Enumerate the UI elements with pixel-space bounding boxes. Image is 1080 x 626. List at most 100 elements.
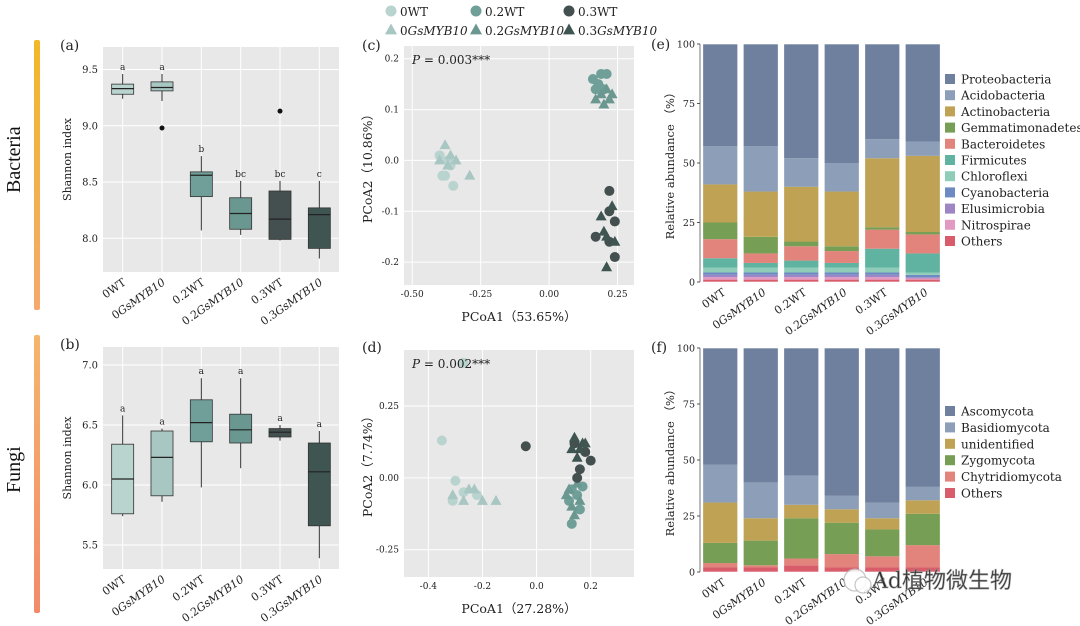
panel-label: (c) xyxy=(362,38,381,54)
stack-segment-Gemmatimonadetes xyxy=(783,241,819,247)
stack-segment-Others xyxy=(783,279,819,282)
panel-label: (a) xyxy=(60,38,79,54)
stack-segment-Others xyxy=(702,279,738,282)
stack-segment-Nitrospirae xyxy=(905,278,941,280)
stack-segment-Bacteroidetes xyxy=(864,229,900,249)
panel-b-shannon-fungi: (b)5.56.06.57.0a0WTa0GsMYB10a0.2WTa0.2Gs… xyxy=(60,337,339,625)
bar-outline xyxy=(783,43,819,283)
legend-swatch xyxy=(945,138,955,149)
data-point-0.3WT xyxy=(609,252,620,263)
plot-area xyxy=(404,350,634,577)
stack-segment-Ascomycota xyxy=(864,348,900,503)
data-point-0GsMYB10 xyxy=(463,483,475,494)
data-point-0.2GsMYB10 xyxy=(598,98,610,109)
significance-letter: bc xyxy=(235,170,246,180)
legend-label: Chloroflexi xyxy=(961,170,1028,184)
data-point-0.2GsMYB10 xyxy=(601,83,613,94)
stack-segment-Bacteroidetes xyxy=(905,234,941,254)
data-point-0GsMYB10 xyxy=(442,159,454,170)
bar-outline xyxy=(864,43,900,283)
bar-outline xyxy=(702,347,738,573)
box xyxy=(307,442,331,527)
data-point-0.3GsMYB10 xyxy=(579,437,591,448)
stack-segment-Elusimicrobia xyxy=(743,274,779,278)
data-point-0GsMYB10 xyxy=(445,149,457,160)
y-tick-label: 100 xyxy=(677,40,695,51)
legend-label: Nitrospirae xyxy=(961,218,1031,232)
legend-marker-2 xyxy=(563,5,575,17)
x-tick-label: 0.2 xyxy=(584,582,598,592)
bar-outline xyxy=(905,43,941,283)
stack-segment-Actinobacteria xyxy=(783,186,819,242)
bar-outline xyxy=(824,347,860,573)
data-point-0GsMYB10 xyxy=(476,494,488,505)
stack-segment-Basidiomycota xyxy=(783,475,819,505)
legend-label: Gemmatimonadetes xyxy=(961,121,1080,135)
y-tick-label: 75 xyxy=(683,400,695,411)
y-tick-label: 6.5 xyxy=(82,421,98,432)
box xyxy=(307,207,331,249)
data-point-0.2WT xyxy=(574,504,585,515)
p-value: = 0.002*** xyxy=(420,357,490,371)
stack-segment-Chloroflexi xyxy=(905,272,941,275)
stack-segment-Others xyxy=(864,279,900,282)
legend-swatch xyxy=(945,236,955,246)
x-tick-label: 0.25 xyxy=(608,290,628,300)
stack-segment-Bacteroidetes xyxy=(702,239,738,259)
data-point-0WT xyxy=(448,180,459,191)
y-tick-label: 8.0 xyxy=(82,234,98,245)
stack-segment-Cyanobacteria xyxy=(905,274,941,278)
significance-letter: a xyxy=(199,367,205,377)
legend-marker-3 xyxy=(384,23,398,35)
legend-label-2: 0.3WT xyxy=(578,5,617,19)
legend-swatch xyxy=(945,122,955,133)
data-point-0.3WT xyxy=(574,464,585,475)
bacteria-side-bar xyxy=(34,40,40,310)
y-axis-label: Relative abundance （%） xyxy=(663,384,677,537)
stack-segment-Ascomycota xyxy=(783,348,819,476)
x-axis-label: PCoA1（27.28%） xyxy=(461,601,576,616)
stack-segment-Cyanobacteria xyxy=(783,272,819,275)
legend-marker-1 xyxy=(470,5,482,17)
stack-segment-Chytridiomycota xyxy=(864,556,900,568)
watermark: Ad植物微生物 xyxy=(843,568,1012,594)
x-tick-label: 0WT xyxy=(699,285,728,311)
x-tick-label: -0.2 xyxy=(474,582,491,592)
stack-segment-Chytridiomycota xyxy=(824,554,860,568)
data-point-0.3GsMYB10 xyxy=(601,261,613,272)
stack-segment-Elusimicrobia xyxy=(783,274,819,278)
data-point-0.3WT xyxy=(590,231,601,242)
stack-segment-Nitrospirae xyxy=(702,277,738,280)
y-tick-label: 0.2 xyxy=(385,55,399,65)
stack-segment-Acidobacteria xyxy=(905,141,941,156)
data-point-0GsMYB10 xyxy=(434,154,446,165)
stack-segment-unidentified xyxy=(743,518,779,541)
stack-segment-Zygomycota xyxy=(783,518,819,559)
legend-swatch xyxy=(945,155,955,165)
stack-segment-Others xyxy=(702,567,738,572)
stack-segment-Gemmatimonadetes xyxy=(864,227,900,230)
data-point-0.2GsMYB10 xyxy=(566,500,578,511)
data-point-0.3WT xyxy=(609,216,620,227)
x-tick-label: 0WT xyxy=(699,575,728,601)
stack-segment-Firmicutes xyxy=(905,253,941,273)
stack-segment-Basidiomycota xyxy=(702,464,738,503)
stack-segment-Elusimicrobia xyxy=(905,277,941,279)
legend-swatch xyxy=(945,106,955,117)
stack-segment-Gemmatimonadetes xyxy=(743,236,779,254)
data-point-0.3GsMYB10 xyxy=(609,235,621,246)
y-tick-label: 0.1 xyxy=(385,106,399,116)
data-point-0.3WT xyxy=(604,185,615,196)
data-point-0WT xyxy=(458,357,469,368)
stack-segment-Others xyxy=(824,567,860,572)
data-point-0.2WT xyxy=(590,84,601,95)
stack-segment-Others xyxy=(743,279,779,282)
data-point-0.2GsMYB10 xyxy=(568,509,580,520)
legend-swatch xyxy=(945,74,955,84)
group-legend: 0WT 0.2WT 0.3WT 0GsMYB10 0.2GsMYB10 0.3GsMYB1… xyxy=(384,5,658,38)
significance-letter: b xyxy=(198,145,204,155)
y-tick-label: 25 xyxy=(683,218,695,229)
data-point-0GsMYB10 xyxy=(450,154,462,165)
stack-segment-Others xyxy=(905,279,941,282)
